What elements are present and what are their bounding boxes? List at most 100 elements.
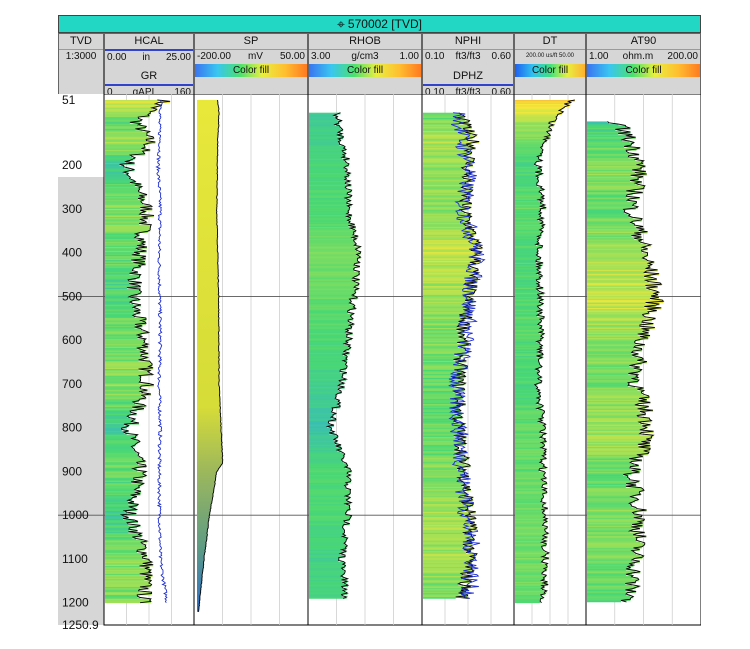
fill-band: [587, 452, 649, 454]
fill-band: [423, 430, 465, 433]
fill-band: [105, 126, 147, 128]
fill-band: [587, 429, 640, 432]
fill-band: [515, 199, 539, 202]
fill-band: [423, 481, 463, 484]
fill-band: [309, 389, 339, 392]
fill-band: [105, 174, 127, 177]
fill-band: [423, 423, 465, 426]
fill-band: [423, 274, 476, 276]
fill-band: [587, 466, 631, 469]
fill-band: [587, 597, 631, 600]
fill-band: [105, 202, 142, 205]
fill-band: [105, 210, 141, 212]
fill-band: [587, 482, 636, 485]
fill-band: [423, 280, 473, 283]
fill-band: [515, 319, 540, 321]
fill-band: [423, 238, 469, 241]
fill-band: [587, 348, 642, 351]
fill-band: [515, 212, 542, 215]
fill-band: [105, 239, 145, 241]
fill-band: [423, 221, 466, 224]
fill-band: [105, 346, 149, 349]
fill-band: [515, 261, 537, 264]
fill-band: [515, 296, 542, 299]
fill-band: [515, 399, 541, 401]
fill-band: [515, 575, 547, 577]
fill-band: [423, 325, 459, 328]
fill-band: [587, 205, 633, 208]
fill-band: [105, 207, 141, 210]
fill-band: [105, 436, 136, 438]
fill-band: [309, 536, 343, 539]
fill-band: [105, 157, 136, 160]
fill-band: [515, 522, 545, 525]
fill-band: [587, 512, 633, 515]
fill-band: [423, 275, 471, 278]
fill-band: [515, 559, 544, 562]
fill-band: [105, 256, 146, 258]
fill-band: [515, 600, 541, 602]
fill-band: [105, 233, 136, 236]
fill-band: [423, 381, 459, 384]
fill-band: [309, 255, 359, 258]
fill-band: [587, 246, 647, 248]
fill-band: [515, 592, 545, 594]
fill-band: [587, 221, 634, 223]
nphi-dphz-header[interactable]: NPHI 0.10 ft3/ft3 0.60 DPHZ 0.10 ft3/ft3…: [422, 33, 514, 109]
fill-band: [515, 277, 540, 279]
fill-band: [515, 580, 542, 583]
fill-band: [587, 240, 639, 243]
fill-band: [423, 452, 459, 455]
fill-band: [105, 529, 129, 531]
fill-band: [587, 167, 641, 170]
rhob-unit: g/cm3: [351, 51, 379, 62]
at90-unit: ohm.m: [622, 51, 654, 62]
fill-band: [515, 516, 546, 518]
fill-band: [515, 363, 540, 366]
fill-band: [587, 256, 645, 259]
fill-band: [515, 504, 544, 506]
fill-band: [515, 274, 541, 277]
fill-band: [105, 226, 151, 228]
fill-band: [105, 105, 162, 107]
fill-band: [309, 478, 351, 481]
fill-band: [423, 540, 467, 543]
fill-band: [515, 236, 538, 239]
fill-band: [105, 274, 141, 277]
fill-band: [309, 169, 348, 171]
fill-band: [309, 438, 336, 440]
fill-band: [515, 505, 543, 508]
fill-band: [309, 132, 339, 135]
fill-band: [587, 488, 643, 491]
fill-band: [587, 517, 634, 520]
fill-band: [309, 249, 356, 251]
fill-band: [423, 519, 470, 522]
fill-band: [515, 358, 540, 361]
fill-band: [587, 394, 645, 397]
fill-band: [309, 320, 349, 322]
fill-band: [515, 265, 542, 268]
fill-band: [587, 454, 637, 457]
fill-band: [423, 572, 471, 574]
fill-band: [587, 352, 632, 355]
fill-band: [309, 238, 357, 241]
fill-band: [587, 236, 642, 239]
fill-band: [105, 214, 140, 216]
fill-band: [309, 423, 330, 426]
fill-band: [105, 451, 137, 454]
sp-color-fill: Color fill: [195, 64, 307, 77]
fill-band: [515, 475, 544, 478]
fill-band: [423, 373, 457, 376]
fill-band: [309, 115, 334, 118]
fill-band: [105, 250, 147, 253]
fill-band: [309, 194, 348, 196]
fill-band: [423, 469, 466, 472]
fill-band: [515, 401, 539, 404]
fill-band: [515, 471, 545, 474]
fill-band: [587, 557, 643, 559]
fill-band: [309, 163, 350, 166]
fill-band: [587, 130, 622, 133]
fill-band: [309, 240, 354, 242]
fill-band: [423, 553, 478, 556]
fill-band: [515, 147, 541, 149]
